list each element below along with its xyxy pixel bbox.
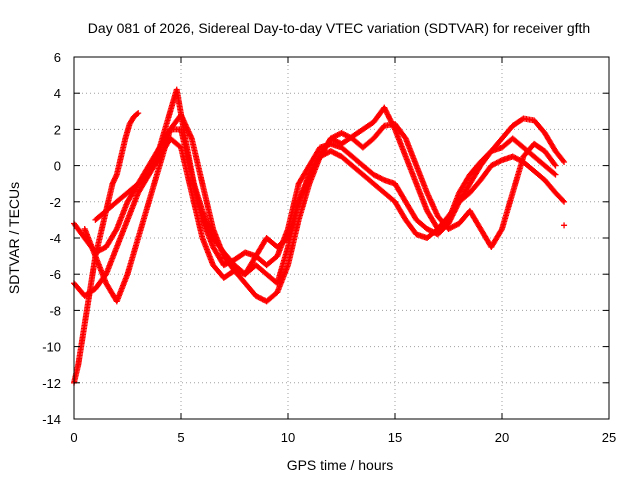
data-point-track-4 (552, 162, 559, 169)
y-tick-label: -4 (49, 231, 61, 246)
data-point-track-5 (552, 171, 559, 178)
y-tick-labels: -14 -12 -10 -8 -6 -4 -2 0 2 4 6 (42, 50, 61, 427)
data-point-track-4 (498, 227, 505, 234)
y-tick-label: 4 (54, 86, 61, 101)
y-tick-label: -6 (49, 267, 61, 282)
x-tick-label: 10 (281, 430, 295, 445)
data-point-track-1 (135, 110, 142, 117)
y-tick-label: -10 (42, 340, 61, 355)
y-tick-label: -2 (49, 195, 61, 210)
data-point-track-3 (559, 197, 566, 204)
data-point-track-2 (560, 157, 567, 164)
x-tick-label: 20 (495, 430, 509, 445)
x-tick-label: 5 (177, 430, 184, 445)
data-point-outlier (561, 222, 568, 229)
y-tick-label: -12 (42, 376, 61, 391)
x-tick-label: 25 (602, 430, 616, 445)
data-point-track-2 (561, 158, 568, 165)
data-point-track-3 (497, 157, 504, 164)
data-point-track-4 (551, 161, 558, 168)
data-points (71, 86, 568, 386)
x-tick-label: 0 (70, 430, 77, 445)
x-tick-label: 15 (388, 430, 402, 445)
y-tick-label: 0 (54, 159, 61, 174)
x-tick-labels: 0 5 10 15 20 25 (70, 430, 616, 445)
data-point-track-1 (134, 111, 141, 118)
y-tick-label: -8 (49, 303, 61, 318)
y-tick-label: -14 (42, 412, 61, 427)
grid (74, 57, 609, 419)
data-point-track-3 (561, 198, 568, 205)
data-point-track-5 (551, 170, 558, 177)
y-tick-label: 6 (54, 50, 61, 65)
data-point-track-2 (379, 176, 386, 183)
y-axis-label: SDTVAR / TECUs (6, 182, 22, 294)
y-tick-label: 2 (54, 122, 61, 137)
axis-ticks (73, 56, 610, 420)
data-point-track-2 (113, 227, 120, 234)
chart-title: Day 081 of 2026, Sidereal Day-to-day VTE… (88, 20, 590, 36)
x-axis-label: GPS time / hours (287, 457, 394, 473)
